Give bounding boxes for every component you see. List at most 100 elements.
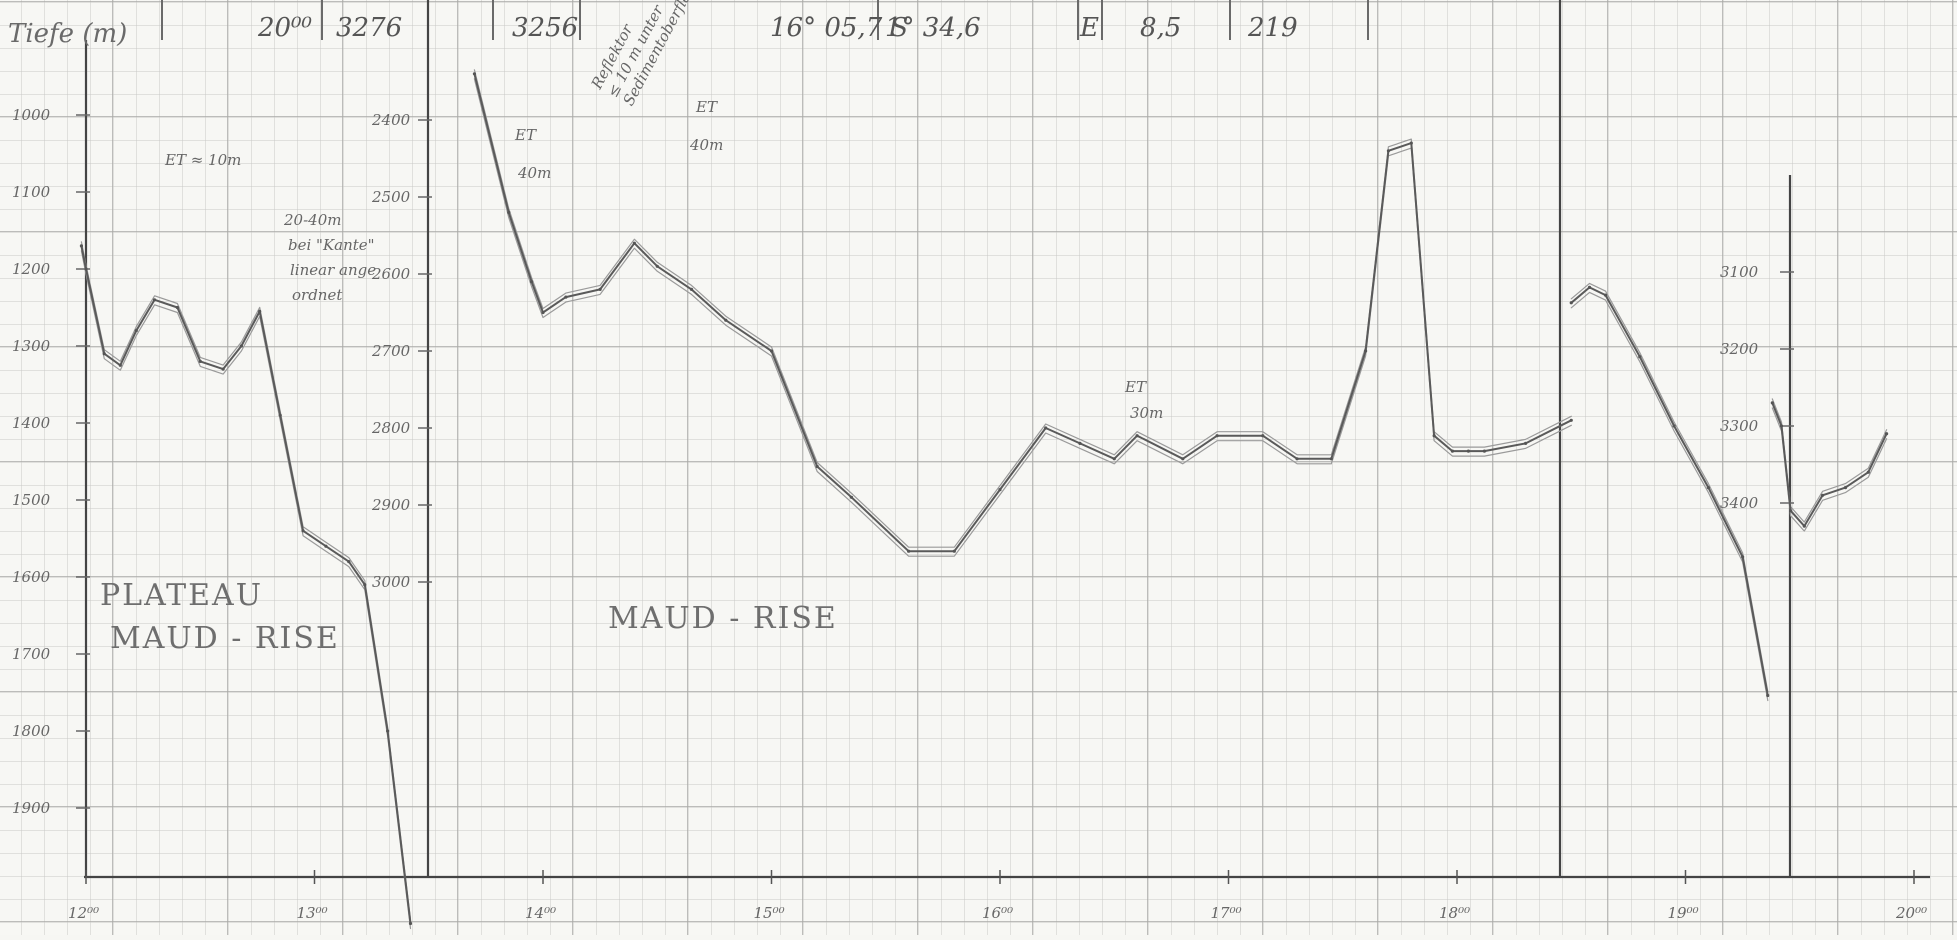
profile-trace-faint bbox=[1570, 282, 1769, 693]
profile-point bbox=[1706, 486, 1710, 490]
profile-point bbox=[102, 352, 106, 356]
profile-trace-faint bbox=[80, 250, 412, 930]
profile-point bbox=[1364, 349, 1368, 353]
y-tick-label: 3300 bbox=[1720, 417, 1759, 435]
profile-point bbox=[1295, 457, 1299, 461]
axis-title: Tiefe (m) bbox=[8, 19, 127, 49]
header-field-depth-2: 3256 bbox=[512, 13, 578, 43]
profile-point bbox=[1802, 524, 1806, 528]
x-tick-label: 15⁰⁰ bbox=[754, 904, 785, 922]
y-tick-label: 2800 bbox=[371, 419, 411, 437]
profile-point bbox=[1329, 457, 1333, 461]
y-tick-label: 1800 bbox=[12, 722, 51, 740]
y-tick-label: 3000 bbox=[372, 573, 411, 591]
profile-point bbox=[175, 305, 179, 310]
y-tick-label: 1900 bbox=[12, 799, 51, 817]
profile-point bbox=[1112, 457, 1116, 461]
profile-point bbox=[1766, 693, 1770, 698]
note-et-30m: ET 30m bbox=[1124, 378, 1163, 422]
profile-point bbox=[1569, 418, 1573, 422]
label-plateau-maud-rise: PLATEAU MAUD - RISE bbox=[100, 578, 340, 656]
note-20-40m: 20-40m bei "Kante" linear ange ordnet bbox=[283, 211, 376, 304]
profile-point bbox=[1261, 434, 1265, 438]
y-tick-label: 3400 bbox=[1720, 494, 1759, 512]
y-tick-label: 2600 bbox=[371, 265, 411, 283]
profile-point bbox=[347, 560, 351, 564]
profile-point bbox=[1409, 141, 1413, 145]
profile-point bbox=[1770, 401, 1774, 405]
y-tick-label: 2700 bbox=[371, 342, 411, 360]
profile-point bbox=[152, 298, 157, 302]
profile-point bbox=[1466, 449, 1471, 453]
y-tick-label: 3200 bbox=[1720, 340, 1759, 358]
profile-point bbox=[363, 583, 367, 587]
header-field-latitude: 16° 05,7 S bbox=[770, 13, 908, 43]
note-et-40m-a-line-1: ET bbox=[514, 126, 537, 144]
note-et-10m: ET ≈ 10m bbox=[164, 151, 241, 169]
time-axis bbox=[84, 0, 1930, 879]
y-tick-label: 1200 bbox=[12, 260, 51, 278]
note-reflektor: Reflektor ≤ 10 m unter Sedimentoberfläch… bbox=[587, 0, 707, 109]
label-plateau-line-1: PLATEAU bbox=[100, 578, 263, 613]
profile-point bbox=[118, 363, 122, 367]
note-et-40m-b-line-2: 40m bbox=[689, 136, 723, 154]
profile-point bbox=[1482, 449, 1487, 453]
profile-point bbox=[849, 495, 854, 499]
profile-point bbox=[84, 267, 88, 271]
profile-point bbox=[1078, 441, 1082, 445]
header-field-longitude: 1° 34,6 bbox=[885, 13, 981, 43]
label-maud-rise: MAUD - RISE bbox=[608, 601, 838, 636]
profile-trace-faint bbox=[1570, 291, 1769, 702]
profile-point bbox=[1843, 486, 1848, 490]
y-tick-label: 1300 bbox=[12, 337, 51, 355]
profile-point bbox=[815, 464, 819, 469]
profile-point bbox=[1884, 432, 1889, 436]
note-et-30m-line-2: 30m bbox=[1130, 404, 1163, 422]
header-field-speed: 8,5 bbox=[1140, 13, 1181, 43]
profile-point bbox=[1741, 555, 1745, 559]
profile-point bbox=[198, 359, 202, 363]
profile-point bbox=[1044, 426, 1048, 430]
y-tick-label: 1100 bbox=[12, 183, 51, 201]
profile-point bbox=[239, 344, 243, 348]
profile-point bbox=[689, 287, 694, 291]
note-20-40m-line-2: bei "Kante" bbox=[288, 236, 375, 254]
profile-point bbox=[134, 329, 138, 333]
profile-point bbox=[1779, 424, 1784, 428]
header-field-course: 219 bbox=[1247, 13, 1298, 43]
profile-point bbox=[472, 72, 477, 76]
profile-point bbox=[1672, 424, 1676, 428]
profile-point bbox=[1386, 149, 1391, 153]
profile-point bbox=[278, 413, 282, 417]
y-tick-label: 3100 bbox=[1720, 263, 1759, 281]
profile-point bbox=[529, 280, 534, 284]
profile-point bbox=[769, 349, 774, 353]
y-tick-label: 1700 bbox=[12, 645, 51, 663]
profile-point bbox=[598, 287, 602, 291]
note-20-40m-line-3: linear ange bbox=[290, 261, 376, 279]
header-fields: 20⁰⁰ 3276 3256 16° 05,7 S 1° 34,6 E 8,5 … bbox=[257, 13, 1298, 43]
profile-point bbox=[1603, 293, 1608, 297]
profile-point bbox=[1587, 285, 1592, 289]
profile-point bbox=[1450, 449, 1455, 453]
x-tick-label: 12⁰⁰ bbox=[68, 904, 99, 922]
profile-point bbox=[1135, 434, 1139, 438]
profile-point bbox=[507, 210, 511, 214]
profile-point bbox=[408, 921, 413, 926]
header-field-time: 20⁰⁰ bbox=[257, 13, 313, 43]
note-20-40m-line-4: ordnet bbox=[292, 286, 343, 304]
profile-point bbox=[1789, 509, 1793, 513]
profile-point bbox=[301, 529, 305, 533]
x-tick-label: 13⁰⁰ bbox=[297, 904, 328, 922]
profile-point bbox=[952, 549, 956, 553]
y-tick-label: 2900 bbox=[371, 496, 411, 514]
y-tick-label: 1000 bbox=[12, 106, 51, 124]
x-tick-label: 18⁰⁰ bbox=[1439, 904, 1470, 922]
label-plateau-line-2: MAUD - RISE bbox=[110, 621, 340, 656]
profile-point bbox=[258, 309, 262, 313]
profile-point bbox=[541, 310, 545, 315]
y-tick-label: 1600 bbox=[12, 568, 51, 586]
